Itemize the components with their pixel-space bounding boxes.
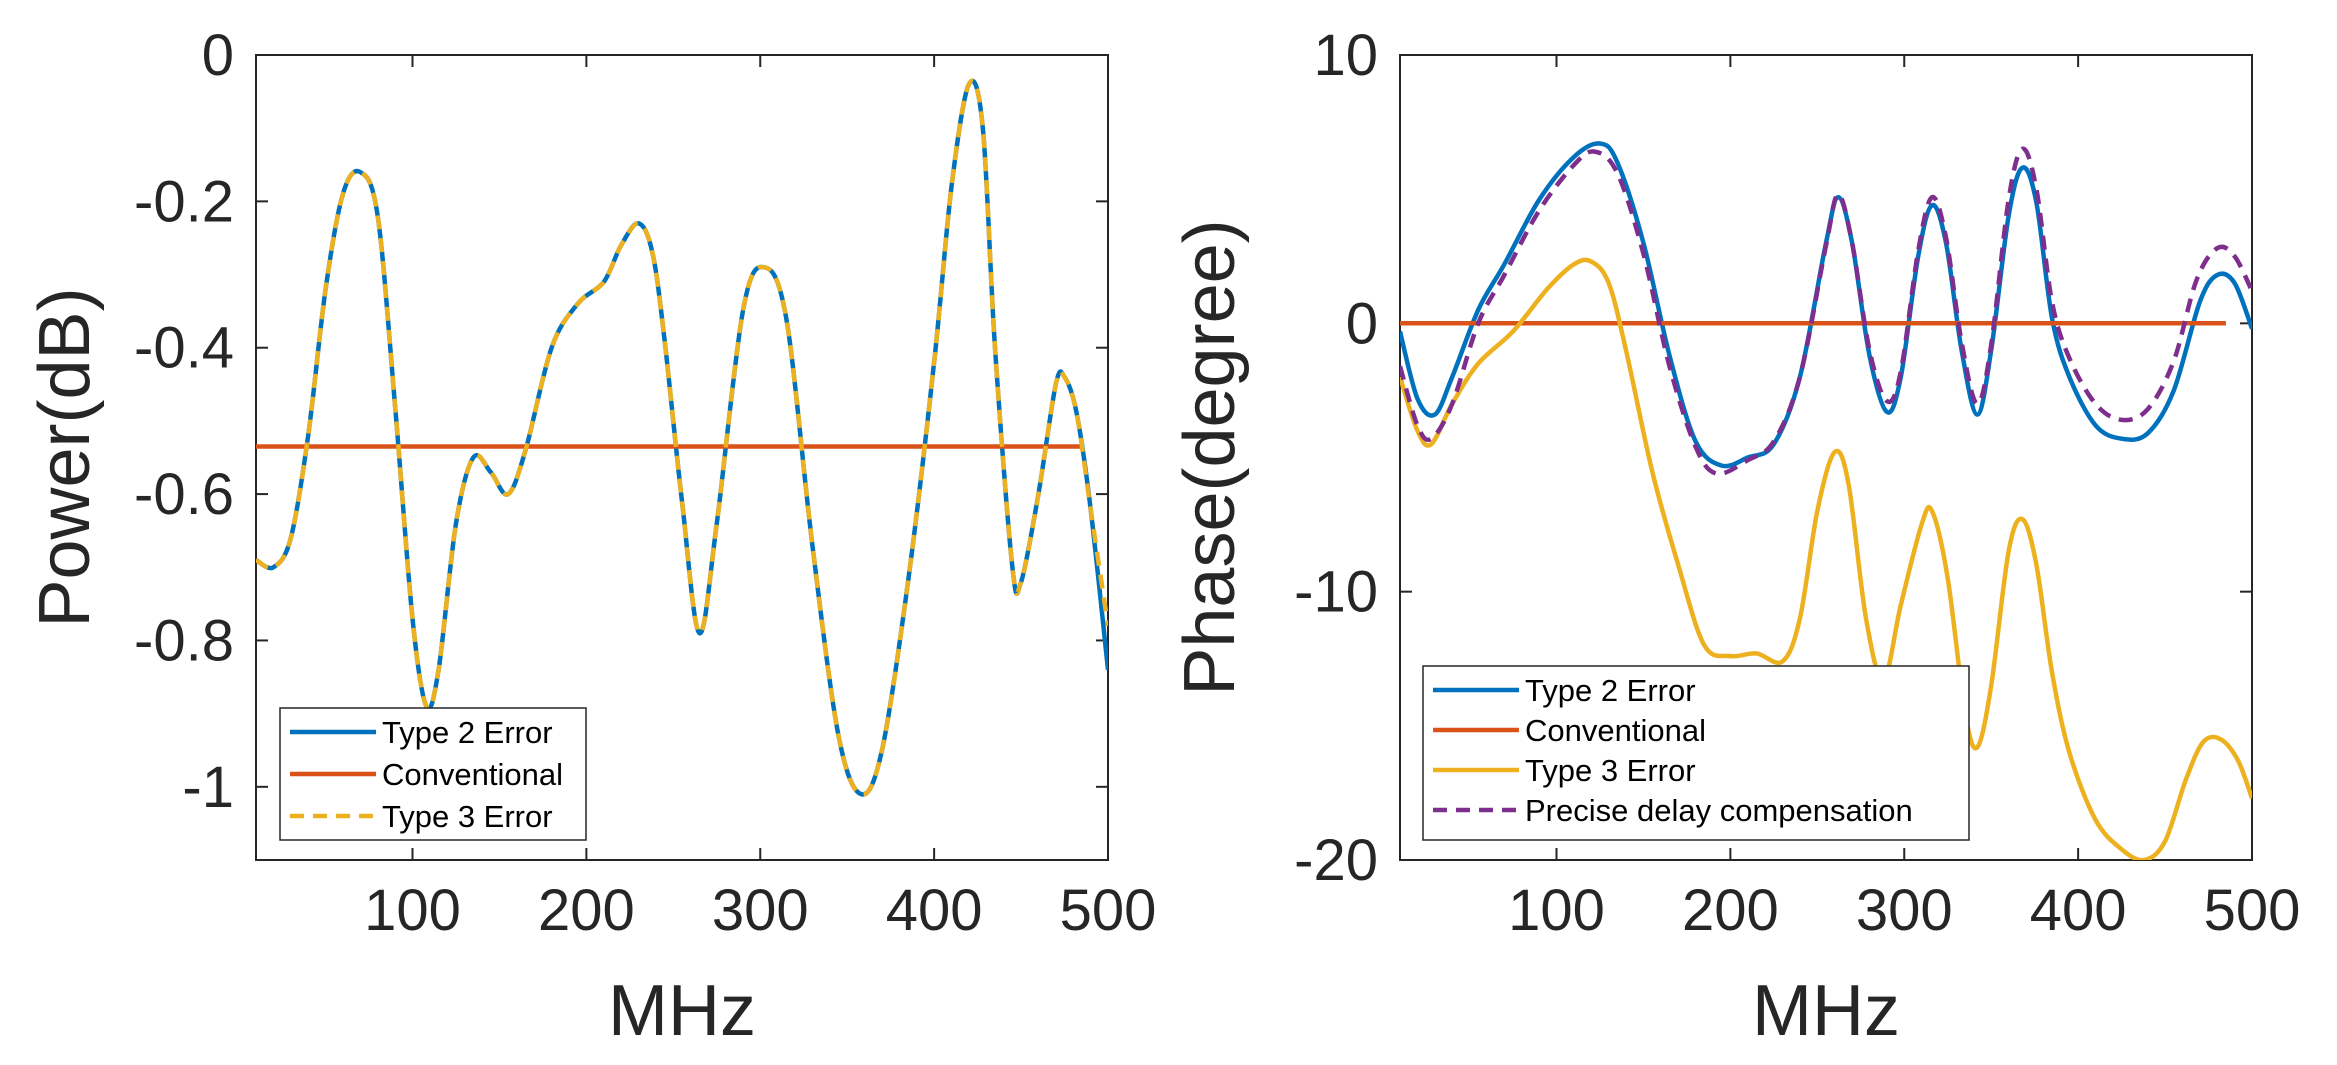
chart-2: 100 200 300 400 500100-10-20MHzPhase(degree)… bbox=[1170, 23, 2300, 1051]
chart-1: 100 200 300 400 500 0 -0.2 -0.4 -0.6 -0.8 -1 MHz Pow… bbox=[25, 23, 1156, 1051]
y-tick-label: -1 bbox=[182, 755, 234, 820]
x-tick-label: 400 bbox=[886, 878, 983, 943]
x-tick-label: 500 bbox=[1060, 878, 1157, 943]
x-tick-label: 100 bbox=[1508, 878, 1605, 943]
legend-entry: Type 3 Error bbox=[1525, 753, 1696, 788]
x-axis-label: MHz bbox=[1752, 971, 1900, 1051]
x-tick-label: 200 bbox=[1682, 878, 1779, 943]
series-line-type-2-error bbox=[1400, 141, 2252, 469]
legend-entry: Type 3 Error bbox=[382, 799, 553, 834]
y-tick-label: 10 bbox=[1313, 23, 1378, 88]
x-tick-label: 300 bbox=[1856, 878, 1953, 943]
legend-entry: Conventional bbox=[382, 757, 563, 792]
x-tick-label: 400 bbox=[2030, 878, 2127, 943]
y-axis-label: Power(dB) bbox=[25, 287, 105, 627]
legend: Type 2 Error Conventional Type 3 Error bbox=[279, 707, 587, 841]
y-tick-label: -0.4 bbox=[134, 316, 234, 381]
y-tick-label: -0.2 bbox=[134, 169, 234, 234]
y-axis-label: Phase(degree) bbox=[1170, 219, 1250, 695]
y-tick-label: -0.6 bbox=[134, 462, 234, 527]
series-line-type-3-error bbox=[256, 78, 1108, 797]
x-axis-label: MHz bbox=[608, 971, 756, 1051]
x-tick-label: 200 bbox=[538, 878, 635, 943]
legend-entry: Precise delay compensation bbox=[1525, 793, 1913, 828]
x-tick-label: 500 bbox=[2204, 878, 2301, 943]
y-tick-label: -20 bbox=[1294, 828, 1378, 893]
legend-entry: Conventional bbox=[1525, 713, 1706, 748]
series-line-precise-delay-compensation bbox=[1400, 146, 2252, 477]
x-tick-label: 100 bbox=[364, 878, 461, 943]
legend: Type 2 Error Conventional Type 3 Error Prec… bbox=[1422, 665, 1970, 841]
y-tick-label: 0 bbox=[1346, 291, 1378, 356]
y-tick-label: 0 bbox=[202, 23, 234, 88]
y-tick-label: -0.8 bbox=[134, 608, 234, 673]
y-tick-label: -10 bbox=[1294, 560, 1378, 625]
x-tick-label: 300 bbox=[712, 878, 809, 943]
legend-entry: Type 2 Error bbox=[382, 715, 553, 750]
legend-entry: Type 2 Error bbox=[1525, 673, 1696, 708]
series-group bbox=[256, 78, 1108, 797]
